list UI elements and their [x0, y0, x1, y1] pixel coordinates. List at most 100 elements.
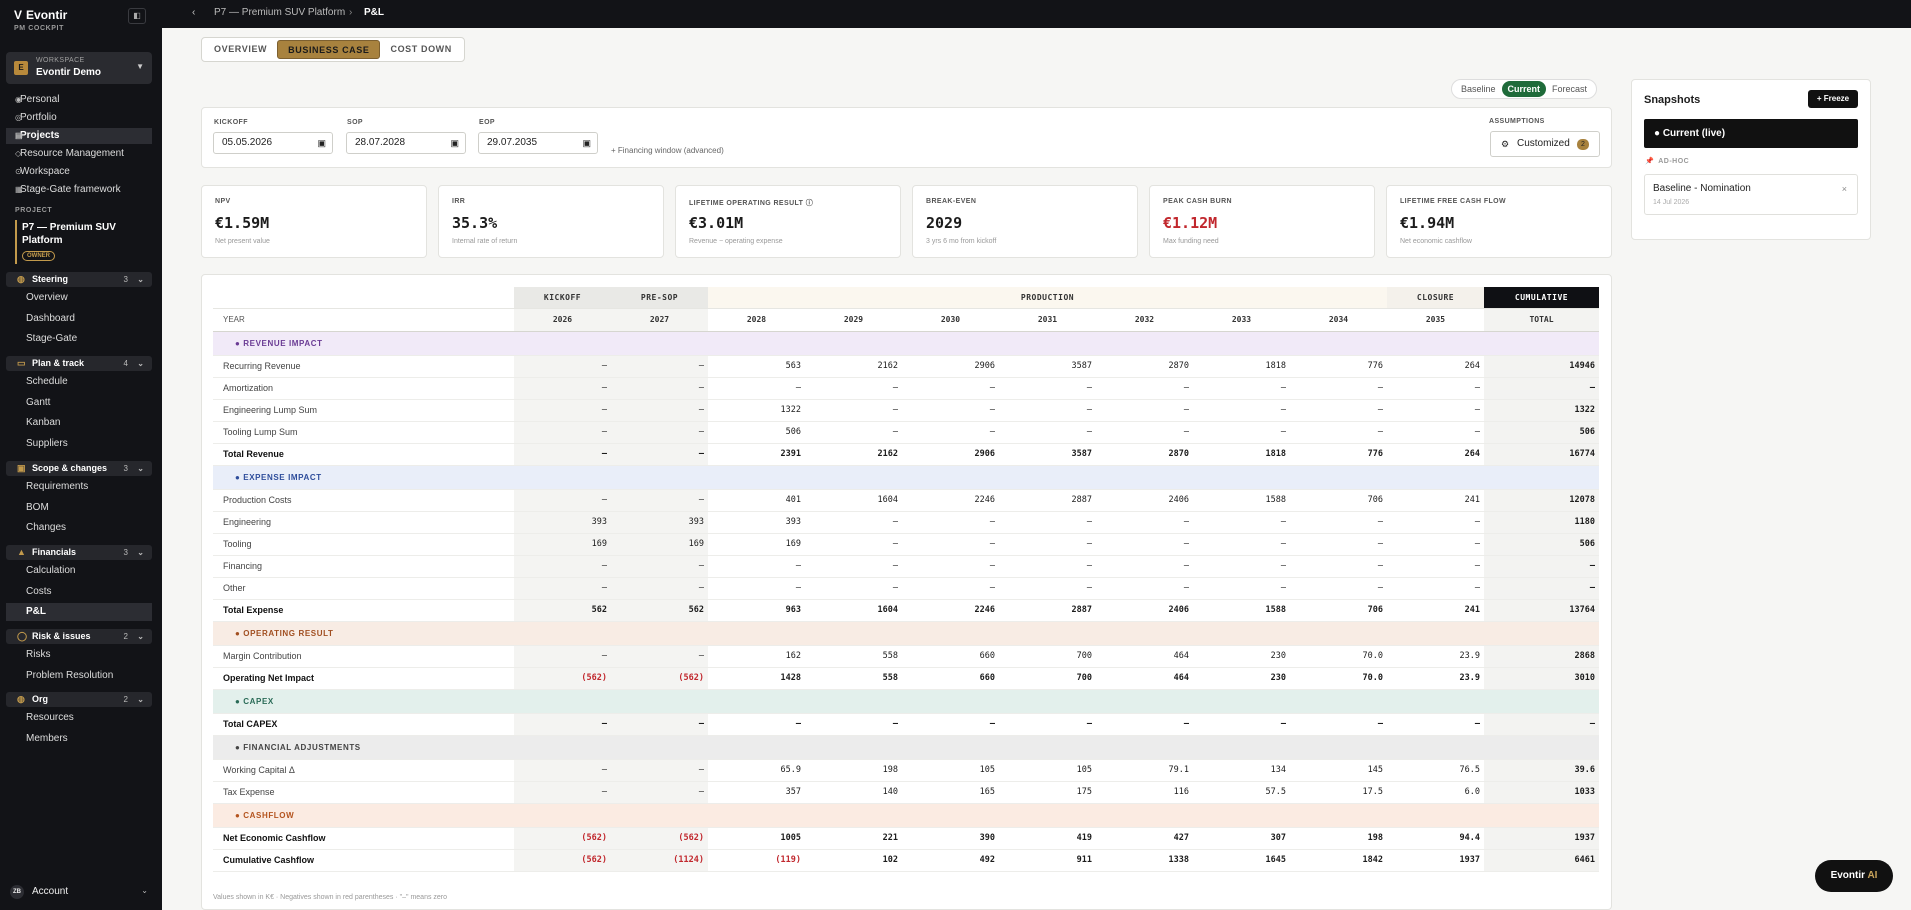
nav-item-stage-gate-framework[interactable]: ▦ Stage-Gate framework	[6, 182, 152, 198]
scenario-baseline[interactable]: Baseline	[1461, 84, 1496, 94]
nav-item-resource-management[interactable]: ◇ Resource Management	[6, 146, 152, 162]
value-cell: 2246	[902, 599, 999, 622]
nav-subitem-members[interactable]: Members	[26, 732, 68, 744]
nav-subitem-bom[interactable]: BOM	[26, 501, 49, 513]
tab-overview[interactable]: OVERVIEW	[214, 44, 268, 54]
total-cell: 1322	[1484, 399, 1599, 422]
value-cell: 419	[999, 827, 1096, 850]
tab-business-case[interactable]: BUSINESS CASE	[277, 40, 381, 59]
nav-subitem-calculation[interactable]: Calculation	[26, 565, 76, 576]
nav-group-plan-track[interactable]: ▭ Plan & track 4 ⌄	[6, 356, 152, 371]
kpi-label: PEAK CASH BURN	[1163, 198, 1232, 205]
nav-subitem-kanban[interactable]: Kanban	[26, 417, 61, 428]
nav-item-workspace[interactable]: ⊙ Workspace	[6, 164, 152, 180]
nav-subitem-problem-resolution[interactable]: Problem Resolution	[26, 669, 114, 681]
workspace-switcher[interactable]: E WORKSPACE Evontir Demo ▼	[6, 52, 152, 84]
scenario-forecast[interactable]: Forecast	[1552, 84, 1588, 94]
nav-subitem-changes[interactable]: Changes	[26, 522, 67, 533]
nav-subitem-risks[interactable]: Risks	[26, 649, 51, 660]
nav-subitem-suppliers[interactable]: Suppliers	[26, 437, 68, 449]
breadcrumb-project[interactable]: P7 — Premium SUV Platform	[214, 7, 346, 18]
chevron-down-icon: ⌄	[137, 359, 144, 368]
value-cell: –	[611, 759, 708, 782]
nav-group-org[interactable]: ◍ Org 2 ⌄	[6, 692, 152, 707]
value-cell: 2906	[902, 355, 999, 378]
value-cell: –	[514, 489, 611, 512]
value-cell: 776	[1290, 443, 1387, 466]
adhoc-label: AD-HOC	[1658, 158, 1690, 165]
year-header-row: YEAR 2026 2027 2028 2029 2030 2031 2032 2033 2034…	[213, 308, 1599, 332]
assumptions-button[interactable]: ⚙ Customized 2	[1490, 131, 1600, 157]
nav-subitem-overview[interactable]: Overview	[26, 292, 68, 303]
value-cell: (562)	[611, 827, 708, 850]
total-header: TOTAL	[1484, 308, 1599, 332]
nav-item-projects[interactable]: ▤ Projects	[6, 128, 152, 144]
value-cell: 1645	[1193, 849, 1290, 872]
sop-date-value: 28.07.2028	[355, 137, 406, 148]
value-cell: 1604	[805, 599, 902, 622]
total-cell: 3010	[1484, 667, 1599, 690]
value-cell: 1322	[708, 399, 805, 422]
value-cell: –	[1387, 421, 1484, 444]
nav-subitem-stage-gate[interactable]: Stage-Gate	[26, 333, 78, 344]
nav-group-label: Financials	[32, 547, 77, 557]
ai-button-accent: AI	[1867, 870, 1878, 881]
kpi-label: LIFETIME OPERATING RESULT ⓘ	[689, 200, 814, 207]
chevron-down-icon: ⌄	[137, 632, 144, 641]
nav-item-personal[interactable]: ◉ Personal	[6, 92, 152, 108]
value-cell: 393	[514, 511, 611, 534]
value-cell: 562	[514, 599, 611, 622]
table-row-recurring-revenue: Recurring Revenue – –563 2162 2906 3587 2870 18…	[213, 355, 1599, 378]
value-cell: –	[1193, 399, 1290, 422]
row-label: Working Capital Δ	[213, 759, 514, 782]
year-header: 2030	[902, 308, 999, 332]
scenario-current[interactable]: Current	[1501, 81, 1547, 97]
sidebar-collapse-icon[interactable]: ◧	[128, 8, 146, 24]
nav-group-financials[interactable]: ▲ Financials 3 ⌄	[6, 545, 152, 560]
section-header-cashflow: ● CASHFLOW	[213, 803, 1599, 828]
nav-subitem-resources[interactable]: Resources	[26, 712, 74, 723]
assumptions-button-label: Customized	[1517, 138, 1570, 149]
brand[interactable]: V Evontir	[14, 8, 67, 22]
nav-subitem-costs[interactable]: Costs	[26, 585, 52, 597]
back-chevron-icon[interactable]: ‹	[192, 7, 196, 18]
tab-cost-down[interactable]: COST DOWN	[390, 44, 452, 54]
snapshot-item[interactable]: Baseline - Nomination 14 Jul 2026 ×	[1644, 174, 1858, 215]
value-cell: –	[1290, 399, 1387, 422]
total-cell: 2868	[1484, 645, 1599, 668]
nav-item-label: Resource Management	[20, 148, 124, 159]
value-cell: –	[999, 577, 1096, 600]
nav-group-count: 2	[123, 695, 128, 704]
value-cell: –	[514, 355, 611, 378]
value-cell: –	[514, 645, 611, 668]
nav-item-portfolio[interactable]: ◎ Portfolio	[6, 110, 152, 126]
snapshot-current-live[interactable]: ● Current (live)	[1644, 119, 1858, 148]
row-label: Amortization	[213, 377, 514, 400]
value-cell: –	[611, 713, 708, 736]
account-menu[interactable]: ZB Account ⌄	[0, 882, 162, 902]
sop-date-input[interactable]: 28.07.2028 ▣	[346, 132, 466, 154]
value-cell: 241	[1387, 599, 1484, 622]
ai-assistant-button[interactable]: Evontir AI	[1815, 860, 1893, 892]
nav-subitem-gantt[interactable]: Gantt	[26, 396, 51, 408]
nav-group-scope-changes[interactable]: ▣ Scope & changes 3 ⌄	[6, 461, 152, 476]
financing-window-link[interactable]: + Financing window (advanced)	[611, 146, 724, 155]
freeze-button[interactable]: + Freeze	[1808, 90, 1858, 108]
project-name[interactable]: P7 — Premium SUV Platform	[22, 222, 116, 246]
kickoff-date-input[interactable]: 05.05.2026 ▣	[213, 132, 333, 154]
eop-date-input[interactable]: 29.07.2035 ▣	[478, 132, 598, 154]
total-cell: 14946	[1484, 355, 1599, 378]
year-header: 2035	[1387, 308, 1484, 332]
nav-group-steering[interactable]: ◍ Steering 3 ⌄	[6, 272, 152, 287]
value-cell: 17.5	[1290, 781, 1387, 804]
nav-subitem-schedule[interactable]: Schedule	[26, 376, 68, 387]
close-icon[interactable]: ×	[1841, 184, 1847, 194]
nav-subitem-requirements[interactable]: Requirements	[26, 481, 89, 492]
nav-group-risk-issues[interactable]: ◯ Risk & issues 2 ⌄	[6, 629, 152, 644]
kpi-value: 35.3%	[452, 214, 498, 232]
value-cell: (562)	[514, 827, 611, 850]
year-header: 2029	[805, 308, 902, 332]
value-cell: –	[1193, 577, 1290, 600]
nav-subitem-p-l[interactable]: P&L	[6, 603, 152, 621]
nav-subitem-dashboard[interactable]: Dashboard	[26, 312, 75, 324]
